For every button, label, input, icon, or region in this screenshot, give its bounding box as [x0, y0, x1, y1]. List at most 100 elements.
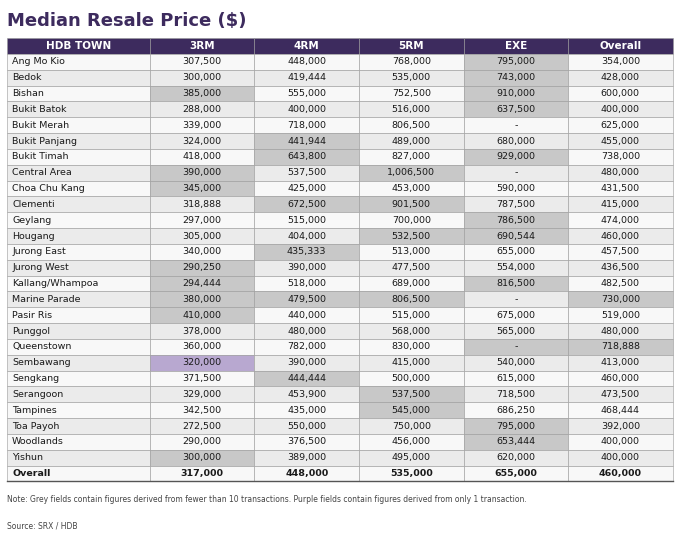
Bar: [150, 228, 254, 244]
Bar: [464, 70, 568, 85]
Bar: [254, 54, 359, 70]
Text: 535,000: 535,000: [391, 73, 431, 82]
Text: 655,000: 655,000: [496, 248, 535, 256]
Bar: [150, 85, 254, 101]
Bar: [359, 466, 464, 481]
Bar: [150, 181, 254, 196]
Text: 750,000: 750,000: [392, 422, 431, 430]
Bar: [150, 307, 254, 323]
Text: 453,900: 453,900: [287, 390, 327, 399]
Text: 795,000: 795,000: [496, 422, 535, 430]
Bar: [254, 292, 359, 307]
Bar: [7, 38, 150, 54]
Text: 515,000: 515,000: [287, 215, 327, 225]
Bar: [464, 402, 568, 418]
Text: 518,000: 518,000: [287, 279, 327, 288]
Text: 568,000: 568,000: [392, 326, 431, 336]
Text: 320,000: 320,000: [183, 358, 222, 367]
Text: 474,000: 474,000: [601, 215, 640, 225]
Bar: [359, 196, 464, 212]
Text: -: -: [514, 295, 518, 304]
Text: 317,000: 317,000: [180, 469, 224, 478]
Bar: [464, 386, 568, 402]
Text: 738,000: 738,000: [601, 152, 640, 162]
Text: Clementi: Clementi: [12, 200, 55, 209]
Text: Choa Chu Kang: Choa Chu Kang: [12, 184, 85, 193]
Bar: [359, 165, 464, 181]
Text: EXE: EXE: [505, 41, 527, 51]
Text: 625,000: 625,000: [601, 121, 640, 129]
Text: 477,500: 477,500: [392, 263, 431, 272]
Bar: [254, 402, 359, 418]
Text: 550,000: 550,000: [287, 422, 327, 430]
Text: 500,000: 500,000: [392, 374, 431, 383]
Text: 718,888: 718,888: [601, 342, 640, 351]
Bar: [254, 339, 359, 355]
Bar: [464, 133, 568, 149]
Bar: [7, 70, 150, 85]
Bar: [254, 228, 359, 244]
Text: 545,000: 545,000: [392, 406, 431, 415]
Bar: [254, 118, 359, 133]
Bar: [568, 118, 673, 133]
Bar: [254, 276, 359, 292]
Bar: [7, 307, 150, 323]
Bar: [7, 212, 150, 228]
Bar: [150, 355, 254, 370]
Bar: [464, 434, 568, 450]
Text: Marine Parade: Marine Parade: [12, 295, 80, 304]
Text: 787,500: 787,500: [496, 200, 535, 209]
Bar: [464, 228, 568, 244]
Text: 342,500: 342,500: [183, 406, 222, 415]
Bar: [464, 259, 568, 276]
Bar: [568, 402, 673, 418]
Text: 400,000: 400,000: [601, 453, 640, 462]
Bar: [7, 466, 150, 481]
Bar: [568, 259, 673, 276]
Bar: [150, 196, 254, 212]
Bar: [150, 323, 254, 339]
Bar: [359, 418, 464, 434]
Bar: [359, 228, 464, 244]
Text: Overall: Overall: [600, 41, 642, 51]
Text: 413,000: 413,000: [601, 358, 640, 367]
Text: Sengkang: Sengkang: [12, 374, 59, 383]
Text: Tampines: Tampines: [12, 406, 57, 415]
Text: Serangoon: Serangoon: [12, 390, 64, 399]
Bar: [254, 434, 359, 450]
Bar: [150, 434, 254, 450]
Bar: [568, 196, 673, 212]
Bar: [464, 355, 568, 370]
Text: 482,500: 482,500: [601, 279, 640, 288]
Text: 380,000: 380,000: [183, 295, 222, 304]
Text: Bedok: Bedok: [12, 73, 42, 82]
Bar: [254, 85, 359, 101]
Bar: [7, 133, 150, 149]
Text: 643,800: 643,800: [287, 152, 327, 162]
Text: Pasir Ris: Pasir Ris: [12, 311, 52, 320]
Bar: [568, 292, 673, 307]
Text: 428,000: 428,000: [601, 73, 640, 82]
Bar: [568, 228, 673, 244]
Text: 806,500: 806,500: [392, 295, 431, 304]
Bar: [568, 418, 673, 434]
Text: 540,000: 540,000: [496, 358, 535, 367]
Text: 300,000: 300,000: [183, 453, 222, 462]
Bar: [568, 133, 673, 149]
Text: 457,500: 457,500: [601, 248, 640, 256]
Bar: [7, 165, 150, 181]
Bar: [464, 196, 568, 212]
Bar: [568, 307, 673, 323]
Bar: [359, 133, 464, 149]
Text: 700,000: 700,000: [392, 215, 431, 225]
Text: 435,333: 435,333: [287, 248, 327, 256]
Bar: [568, 339, 673, 355]
Bar: [359, 38, 464, 54]
Bar: [568, 38, 673, 54]
Text: 448,000: 448,000: [287, 57, 327, 66]
Text: 456,000: 456,000: [392, 437, 431, 447]
Text: Geylang: Geylang: [12, 215, 51, 225]
Text: 385,000: 385,000: [183, 89, 222, 98]
Bar: [254, 244, 359, 260]
Bar: [568, 181, 673, 196]
